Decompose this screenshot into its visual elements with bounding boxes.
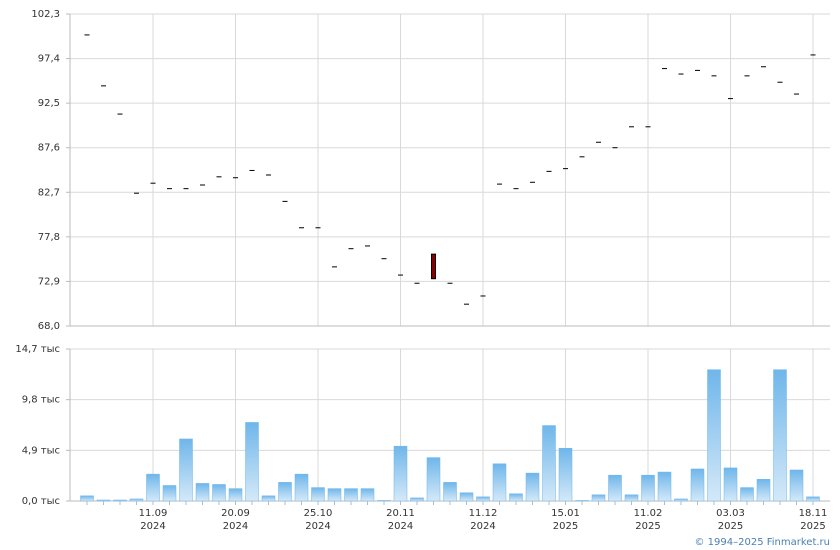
x-tick-label-line: 03.03 — [716, 508, 745, 519]
y-tick-label: 14,7 тыс — [15, 344, 60, 355]
x-tick-label-line: 2024 — [470, 521, 495, 532]
x-tick-label: 20.09 2024 — [221, 508, 250, 532]
volume-bar — [608, 474, 622, 502]
volume-bar — [558, 448, 573, 502]
volume-bar — [789, 469, 804, 502]
x-tick-label-line: 2025 — [718, 521, 743, 532]
y-tick-label: 9,8 тыс — [22, 395, 60, 406]
x-tick-label-line: 2024 — [223, 521, 248, 532]
x-tick-label-line: 20.09 — [221, 508, 250, 519]
x-tick-label: 11.09 2024 — [139, 508, 168, 532]
y-tick-label: 0,0 тыс — [22, 496, 60, 507]
x-tick-label-line: 18.11 — [799, 508, 828, 519]
x-tick-label: 15.01 2025 — [551, 508, 580, 532]
volume-bar — [245, 422, 259, 502]
volume-bar — [492, 463, 507, 502]
volume-bar — [624, 494, 639, 502]
y-tick-label: 77,8 — [38, 232, 60, 243]
x-tick-label: 11.12 2024 — [469, 508, 498, 532]
x-tick-label-line: 2024 — [388, 521, 413, 532]
volume-bar — [327, 488, 342, 502]
volume-bar — [509, 493, 523, 502]
volume-bar — [525, 472, 540, 502]
volume-bar — [674, 498, 688, 502]
x-tick-label-line: 11.09 — [139, 508, 168, 519]
volume-bar — [294, 473, 309, 502]
y-tick-label: 68,0 — [38, 321, 60, 332]
volume-bar — [311, 487, 325, 502]
volume-bar — [690, 468, 705, 502]
volume-bar — [575, 500, 589, 502]
x-tick-label-line: 11.02 — [634, 508, 663, 519]
volume-bar — [278, 482, 292, 502]
y-tick-label: 97,4 — [38, 54, 60, 65]
volume-bar — [542, 425, 556, 502]
x-tick-label-line: 2024 — [305, 521, 330, 532]
x-tick-label-line: 2025 — [800, 521, 825, 532]
volume-bar — [443, 482, 457, 502]
y-tick-label: 92,5 — [38, 98, 60, 109]
volume-bar — [641, 474, 655, 502]
volume-bar — [212, 484, 226, 502]
x-tick-label: 25.10 2024 — [304, 508, 333, 532]
x-tick-label: 18.11 2025 — [799, 508, 828, 532]
x-tick-label: 20.11 2024 — [386, 508, 415, 532]
volume-bar — [740, 487, 754, 502]
volume-bar — [228, 488, 243, 502]
volume-bar — [344, 488, 358, 502]
volume-bar — [129, 498, 144, 502]
x-tick-label: 03.03 2025 — [716, 508, 745, 532]
x-tick-label-line: 15.01 — [551, 508, 580, 519]
x-tick-label-line: 2025 — [553, 521, 578, 532]
volume-bar — [96, 499, 111, 502]
x-tick-label: 11.02 2025 — [634, 508, 663, 532]
y-tick-label: 87,6 — [38, 143, 60, 154]
volume-bar — [393, 445, 408, 502]
volume-bar — [179, 438, 193, 502]
volume-bar — [426, 457, 441, 502]
x-tick-label-line: 25.10 — [304, 508, 333, 519]
volume-bar — [195, 483, 210, 502]
x-tick-label-line: 20.11 — [386, 508, 415, 519]
volume-bar — [756, 479, 771, 502]
y-tick-label: 4,9 тыс — [22, 445, 60, 456]
volume-bar — [657, 471, 672, 502]
y-tick-label: 102,3 — [31, 9, 60, 20]
x-tick-label-line: 2025 — [635, 521, 660, 532]
volume-bar — [80, 495, 94, 502]
volume-bar — [591, 494, 606, 502]
x-tick-label-line: 11.12 — [469, 508, 498, 519]
y-tick-label: 82,7 — [38, 187, 60, 198]
volume-bar — [360, 488, 375, 502]
volume-bar — [773, 369, 787, 502]
volume-bar — [261, 495, 276, 502]
volume-bar — [707, 369, 721, 502]
volume-bar — [146, 473, 160, 502]
volume-bar — [377, 500, 391, 502]
volume-bar — [113, 499, 127, 502]
y-tick-label: 72,9 — [38, 276, 60, 287]
candle — [431, 253, 436, 280]
volume-bar — [806, 496, 820, 502]
volume-bar — [410, 497, 424, 502]
source-credit: © 1994–2025 Finmarket.ru — [694, 537, 830, 548]
volume-bar — [476, 496, 490, 502]
volume-bar — [723, 467, 738, 502]
volume-bar — [162, 485, 177, 502]
volume-bar — [459, 492, 474, 502]
x-tick-label-line: 2024 — [140, 521, 165, 532]
